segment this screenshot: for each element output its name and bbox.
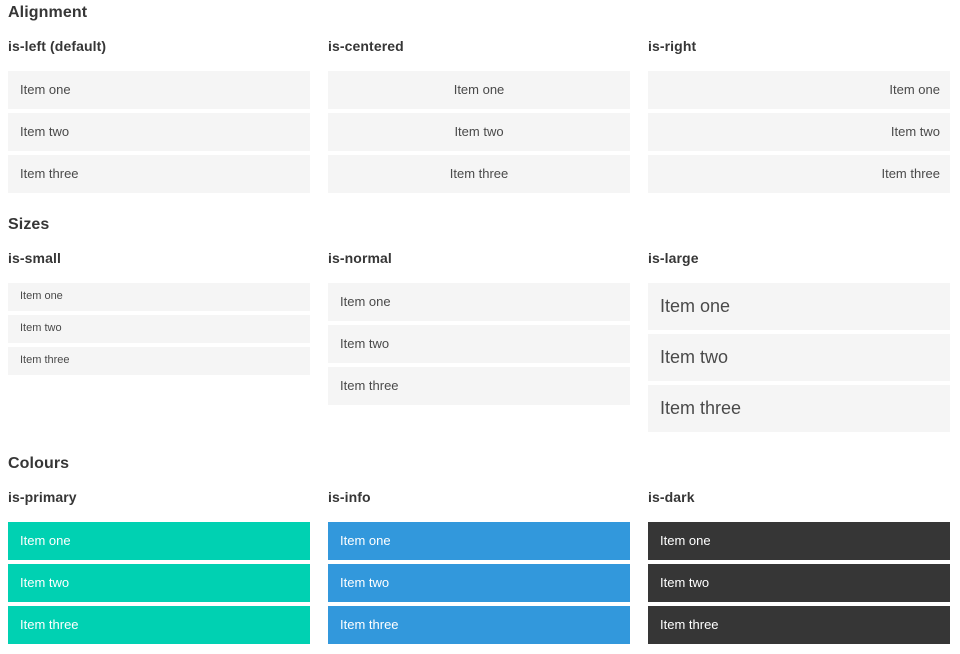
colours-row: is-primary Item one Item two Item three … [8, 474, 950, 644]
alignment-row: is-left (default) Item one Item two Item… [8, 23, 950, 193]
list-item[interactable]: Item two [8, 315, 310, 343]
list-item[interactable]: Item one [648, 522, 950, 560]
list-item[interactable]: Item two [328, 113, 630, 151]
section-title-alignment: Alignment [8, 4, 88, 21]
list-is-small: Item one Item two Item three [8, 283, 310, 375]
list-item[interactable]: Item three [648, 385, 950, 432]
group-label-is-info: is-info [328, 489, 371, 505]
list-item[interactable]: Item three [648, 155, 950, 193]
list-item[interactable]: Item one [328, 71, 630, 109]
list-is-normal: Item one Item two Item three [328, 283, 630, 405]
group-is-small: is-small Item one Item two Item three [8, 235, 310, 375]
section-alignment: Alignment is-left (default) Item one Ite… [8, 3, 950, 193]
list-item[interactable]: Item one [328, 522, 630, 560]
group-label-is-dark: is-dark [648, 489, 695, 505]
list-item[interactable]: Item one [328, 283, 630, 321]
list-item[interactable]: Item one [8, 522, 310, 560]
group-label-is-right: is-right [648, 38, 697, 54]
group-label-is-primary: is-primary [8, 489, 77, 505]
group-is-right: is-right Item one Item two Item three [648, 23, 950, 193]
group-label-is-normal: is-normal [328, 250, 392, 266]
list-item[interactable]: Item three [648, 606, 950, 644]
list-item[interactable]: Item three [328, 155, 630, 193]
list-is-left: Item one Item two Item three [8, 71, 310, 193]
group-is-centered: is-centered Item one Item two Item three [328, 23, 630, 193]
list-is-right: Item one Item two Item three [648, 71, 950, 193]
section-title-colours: Colours [8, 455, 70, 472]
list-item[interactable]: Item two [8, 113, 310, 151]
group-label-is-large: is-large [648, 250, 699, 266]
list-item[interactable]: Item one [648, 71, 950, 109]
list-item[interactable]: Item two [648, 334, 950, 381]
group-is-info: is-info Item one Item two Item three [328, 474, 630, 644]
list-is-dark: Item one Item two Item three [648, 522, 950, 644]
list-item[interactable]: Item three [328, 367, 630, 405]
group-is-primary: is-primary Item one Item two Item three [8, 474, 310, 644]
section-colours: Colours is-primary Item one Item two Ite… [8, 454, 950, 644]
group-label-is-small: is-small [8, 250, 61, 266]
list-item[interactable]: Item one [648, 283, 950, 330]
section-sizes: Sizes is-small Item one Item two Item th… [8, 215, 950, 432]
list-item[interactable]: Item three [328, 606, 630, 644]
list-item[interactable]: Item two [328, 325, 630, 363]
list-item[interactable]: Item three [8, 606, 310, 644]
section-title-sizes: Sizes [8, 216, 50, 233]
group-label-is-left: is-left (default) [8, 38, 107, 54]
list-item[interactable]: Item one [8, 283, 310, 311]
list-item[interactable]: Item two [648, 564, 950, 602]
group-is-left: is-left (default) Item one Item two Item… [8, 23, 310, 193]
group-is-dark: is-dark Item one Item two Item three [648, 474, 950, 644]
list-item[interactable]: Item one [8, 71, 310, 109]
group-is-large: is-large Item one Item two Item three [648, 235, 950, 432]
list-is-info: Item one Item two Item three [328, 522, 630, 644]
list-is-primary: Item one Item two Item three [8, 522, 310, 644]
list-item[interactable]: Item two [648, 113, 950, 151]
sizes-row: is-small Item one Item two Item three is… [8, 235, 950, 432]
group-label-is-centered: is-centered [328, 38, 404, 54]
list-is-large: Item one Item two Item three [648, 283, 950, 432]
list-item[interactable]: Item three [8, 347, 310, 375]
group-is-normal: is-normal Item one Item two Item three [328, 235, 630, 405]
list-item[interactable]: Item two [8, 564, 310, 602]
list-item[interactable]: Item three [8, 155, 310, 193]
list-is-centered: Item one Item two Item three [328, 71, 630, 193]
list-item[interactable]: Item two [328, 564, 630, 602]
